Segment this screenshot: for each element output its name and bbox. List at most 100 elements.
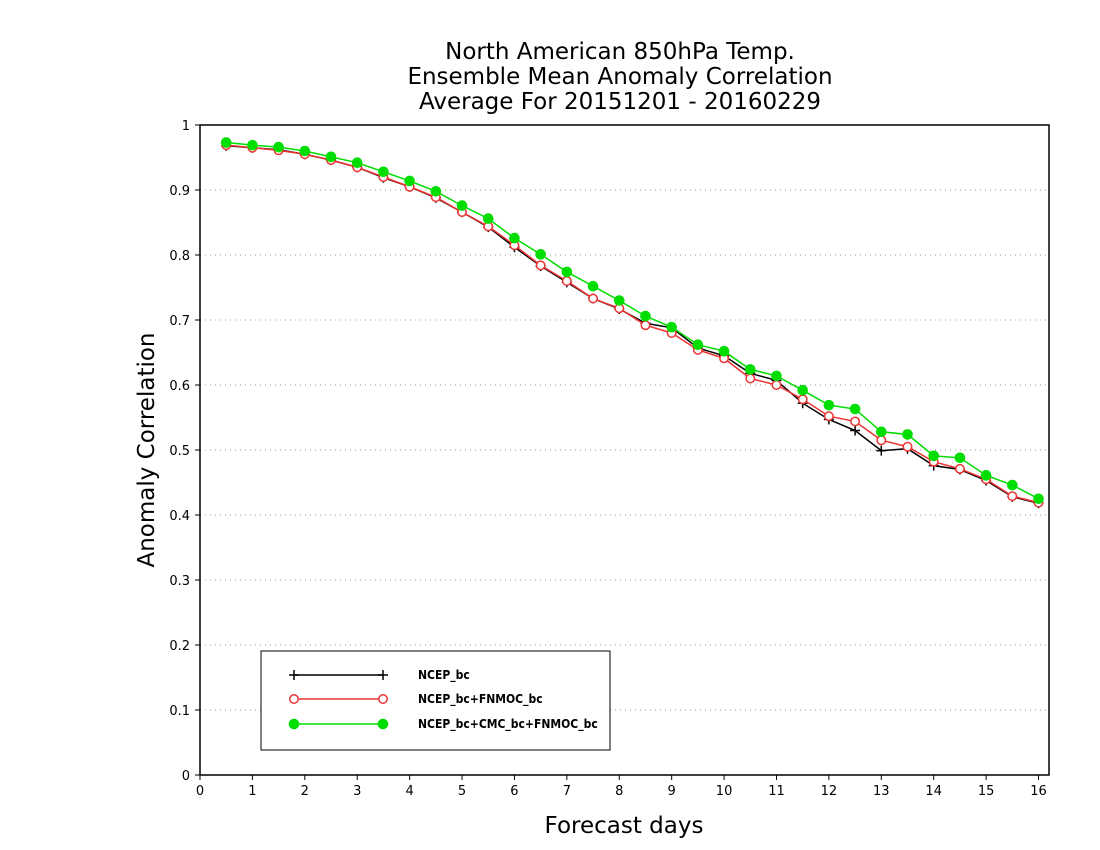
y-tick-label: 0.9 xyxy=(169,184,190,199)
series-line xyxy=(226,144,1039,504)
y-axis-label: Anomaly Correlation xyxy=(134,332,160,567)
x-axis-label: Forecast days xyxy=(545,813,704,839)
x-tick-label: 6 xyxy=(510,784,518,799)
data-point xyxy=(299,145,311,157)
x-tick-label: 14 xyxy=(925,784,942,799)
data-point xyxy=(718,345,730,357)
y-axis: 0 0.1 0.2 0.3 0.4 0.5 0.6 0.7 0.8 0.9 1 xyxy=(169,119,200,784)
data-point xyxy=(1033,493,1044,505)
x-tick-label: 3 xyxy=(353,784,361,799)
y-tick-label: 0.4 xyxy=(169,509,190,524)
chart-title: North American 850hPa Temp. Ensemble Mea… xyxy=(407,39,832,115)
data-point xyxy=(509,232,520,244)
data-point xyxy=(823,399,835,411)
data-point xyxy=(797,394,808,405)
legend-entry: NCEP_bc+CMC_bc+FNMOC_bc xyxy=(288,717,598,732)
chart-title-line-1: North American 850hPa Temp. xyxy=(445,39,795,65)
y-tick-label: 0 xyxy=(182,769,190,784)
legend-marker xyxy=(378,670,388,680)
data-point xyxy=(692,339,704,351)
data-point xyxy=(535,249,546,260)
series-layer xyxy=(220,137,1044,509)
x-tick-label: 1 xyxy=(248,784,256,799)
legend-entry: NCEP_bc xyxy=(289,668,470,683)
data-point xyxy=(771,370,782,382)
data-point xyxy=(1007,479,1018,491)
x-tick-label: 5 xyxy=(458,784,466,799)
data-point xyxy=(378,166,389,178)
y-tick-label: 0.8 xyxy=(169,249,190,264)
series-3 xyxy=(220,137,1044,505)
data-point xyxy=(220,137,232,148)
data-point xyxy=(928,450,940,462)
data-point xyxy=(640,320,651,331)
legend-entry: NCEP_bc+FNMOC_bc xyxy=(289,692,543,707)
data-point xyxy=(771,380,782,390)
x-tick-label: 2 xyxy=(301,784,309,799)
legend-label: NCEP_bc+FNMOC_bc xyxy=(418,692,543,707)
data-point xyxy=(456,200,468,211)
legend-marker xyxy=(288,718,300,730)
legend-label: NCEP_bc xyxy=(418,668,470,683)
x-tick-label: 8 xyxy=(615,784,623,799)
x-tick-label: 7 xyxy=(563,784,571,799)
data-point xyxy=(745,373,756,384)
x-tick-label: 15 xyxy=(978,784,995,799)
data-point xyxy=(640,310,651,322)
data-point xyxy=(430,186,442,197)
data-point xyxy=(666,321,677,333)
data-point xyxy=(404,175,415,187)
data-point xyxy=(954,452,966,464)
legend-marker xyxy=(289,670,299,680)
data-point xyxy=(561,266,573,278)
y-tick-label: 0.2 xyxy=(169,639,190,654)
legend-box xyxy=(260,650,611,751)
data-point xyxy=(1007,491,1018,502)
data-point xyxy=(247,139,258,151)
data-point xyxy=(797,384,808,396)
series-2 xyxy=(221,140,1044,508)
x-tick-label: 0 xyxy=(196,784,204,799)
data-point xyxy=(902,441,913,452)
series-line xyxy=(226,141,1039,500)
data-point xyxy=(482,213,494,224)
data-point xyxy=(561,276,572,286)
data-point xyxy=(954,463,965,474)
gridlines xyxy=(200,189,1049,711)
y-tick-label: 0.6 xyxy=(169,379,190,394)
x-tick-label: 16 xyxy=(1030,784,1047,799)
y-tick-label: 0.7 xyxy=(169,314,190,329)
data-point xyxy=(325,151,337,163)
data-point xyxy=(613,295,625,306)
y-tick-label: 0.1 xyxy=(169,704,190,719)
chart-title-line-2: Ensemble Mean Anomaly Correlation xyxy=(407,64,832,90)
data-point xyxy=(823,411,834,422)
data-point xyxy=(875,426,887,438)
data-point xyxy=(876,445,887,456)
data-point xyxy=(535,260,546,271)
data-point xyxy=(849,403,861,415)
data-point xyxy=(351,157,363,168)
x-axis: 0 1 2 3 4 5 6 7 8 9 10 11 12 13 14 15 16 xyxy=(196,775,1047,799)
legend-marker xyxy=(377,718,389,730)
data-point xyxy=(587,280,599,292)
data-point xyxy=(850,416,861,427)
legend-label: NCEP_bc+CMC_bc+FNMOC_bc xyxy=(418,717,598,732)
data-point xyxy=(744,364,756,375)
x-tick-label: 13 xyxy=(873,784,890,799)
x-tick-label: 11 xyxy=(768,784,785,799)
x-tick-label: 9 xyxy=(668,784,676,799)
data-point xyxy=(876,435,887,446)
data-point xyxy=(850,425,861,436)
data-point xyxy=(588,293,599,304)
legend-marker xyxy=(378,694,388,704)
data-point xyxy=(273,141,284,153)
legend-marker xyxy=(289,694,299,704)
y-tick-label: 0.3 xyxy=(169,574,190,589)
x-tick-label: 12 xyxy=(821,784,838,799)
series-line xyxy=(226,145,1039,505)
data-point xyxy=(980,470,992,481)
x-tick-label: 4 xyxy=(405,784,413,799)
legend: NCEP_bc NCEP_bc+FNMOC_bc NCEP_bc+CMC_bc+FN… xyxy=(260,650,611,751)
